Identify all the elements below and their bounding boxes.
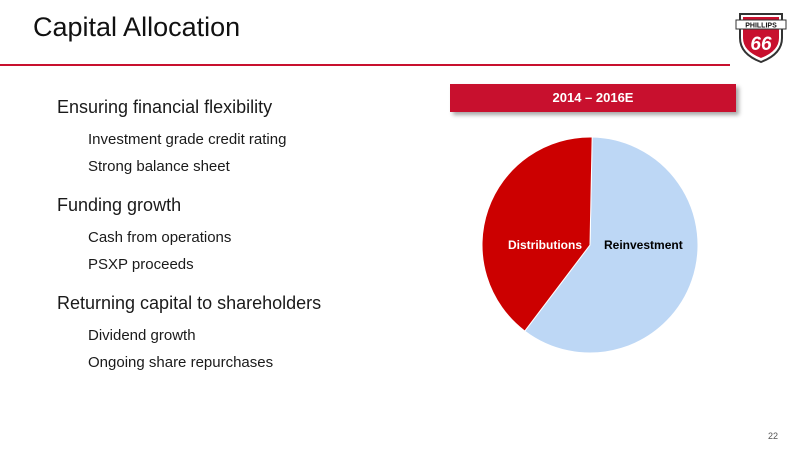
pie-label-reinvestment: Reinvestment: [604, 238, 683, 252]
logo-text-top: PHILLIPS: [745, 23, 777, 30]
title-divider: [0, 64, 730, 66]
phillips-66-logo: PHILLIPS 66: [732, 8, 790, 66]
pie-chart: Reinvestment Distributions: [479, 134, 701, 356]
bullet-item: PSXP proceeds: [88, 256, 194, 273]
pie-label-distributions: Distributions: [508, 238, 582, 252]
section-heading: Funding growth: [57, 195, 182, 215]
bullet-item: Cash from operations: [88, 229, 232, 246]
bullet-item: Strong balance sheet: [88, 158, 230, 175]
page-number: 22: [768, 431, 779, 441]
bullet-item: Investment grade credit rating: [88, 131, 287, 148]
chart-title-banner: 2014 – 2016E: [450, 84, 736, 112]
section-heading: Ensuring financial flexibility: [57, 97, 273, 117]
bullet-content: Ensuring financial flexibility Investmen…: [57, 94, 437, 388]
section-funding-growth: Funding growth Cash from operations PSXP…: [57, 192, 437, 278]
section-heading: Returning capital to shareholders: [57, 293, 322, 313]
bullet-item: Ongoing share repurchases: [88, 354, 274, 371]
logo-text-number: 66: [750, 34, 772, 55]
section-financial-flexibility: Ensuring financial flexibility Investmen…: [57, 94, 437, 180]
slide-title: Capital Allocation: [33, 12, 241, 42]
bullet-item: Dividend growth: [88, 327, 196, 344]
section-returning-capital: Returning capital to shareholders Divide…: [57, 290, 437, 376]
pie-slice-distributions: [481, 136, 593, 332]
pie-slice-reinvestment: [524, 136, 699, 354]
